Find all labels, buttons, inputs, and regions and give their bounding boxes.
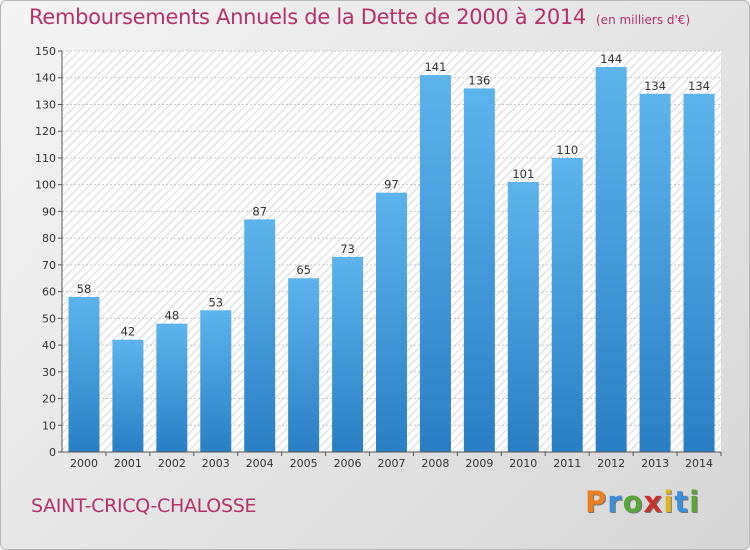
logo-letter: x [643, 485, 664, 519]
value-label-2001: 42 [121, 325, 136, 339]
chart-title-text: Remboursements Annuels de la Dette de 20… [29, 5, 586, 29]
x-tick-label-2000: 2000 [70, 457, 98, 470]
x-tick-label-2008: 2008 [421, 457, 449, 470]
value-label-2014: 134 [688, 79, 710, 93]
value-label-2003: 53 [208, 295, 223, 309]
x-tick-label-2010: 2010 [509, 457, 537, 470]
bar-2003 [200, 310, 232, 452]
y-tick-label: 90 [42, 205, 56, 218]
bar-2010 [507, 181, 539, 452]
logo-letter: P [585, 485, 608, 519]
value-label-2013: 134 [644, 79, 666, 93]
y-tick-label: 50 [42, 312, 56, 325]
bar-2000 [68, 296, 100, 452]
x-tick-label-2006: 2006 [334, 457, 362, 470]
x-tick-label-2002: 2002 [158, 457, 186, 470]
y-tick-label: 80 [42, 232, 56, 245]
bar-2009 [463, 88, 495, 452]
logo-letter: o [622, 485, 644, 519]
value-label-2002: 48 [165, 309, 180, 323]
y-tick-label: 100 [35, 179, 56, 192]
bar-2007 [376, 192, 407, 453]
bar-2005 [288, 278, 320, 452]
bar-2011 [551, 157, 583, 452]
x-tick-label-2014: 2014 [685, 457, 713, 470]
bar-2001 [112, 339, 144, 452]
y-tick-label: 140 [35, 72, 56, 85]
value-label-2012: 144 [600, 52, 622, 66]
y-tick-label: 40 [42, 339, 56, 352]
x-tick-label-2013: 2013 [641, 457, 669, 470]
chart-unit-label: (en milliers d'€) [596, 13, 691, 27]
y-tick-label: 110 [35, 152, 56, 165]
proxiti-logo: Proxiti [585, 485, 700, 519]
x-tick-label-2012: 2012 [597, 457, 625, 470]
logo-letter: i [663, 485, 675, 519]
bar-2008 [419, 75, 451, 452]
y-tick-label: 120 [35, 125, 56, 138]
value-label-2007: 97 [384, 178, 399, 192]
logo-letter: i [689, 485, 701, 519]
x-tick-label-2003: 2003 [202, 457, 230, 470]
x-tick-label-2009: 2009 [465, 457, 493, 470]
value-label-2011: 110 [556, 143, 578, 157]
x-tick-label-2011: 2011 [553, 457, 581, 470]
logo-letter: t [674, 485, 690, 519]
value-label-2006: 73 [340, 242, 355, 256]
y-tick-label: 150 [35, 45, 56, 58]
chart-title: Remboursements Annuels de la Dette de 20… [29, 5, 690, 29]
bar-2006 [332, 256, 364, 452]
y-tick-label: 60 [42, 286, 56, 299]
y-tick-label: 30 [42, 366, 56, 379]
bar-2012 [595, 67, 627, 452]
bar-2014 [683, 93, 715, 453]
x-tick-label-2004: 2004 [246, 457, 274, 470]
value-label-2005: 65 [296, 263, 311, 277]
y-tick-label: 0 [49, 446, 56, 459]
value-label-2000: 58 [77, 282, 92, 296]
y-tick-label: 10 [42, 419, 56, 432]
y-tick-label: 70 [42, 259, 56, 272]
x-tick-label-2005: 2005 [290, 457, 318, 470]
value-label-2010: 101 [512, 167, 534, 181]
y-tick-label: 130 [35, 98, 56, 111]
y-tick-label: 20 [42, 393, 56, 406]
bar-2013 [639, 93, 671, 453]
bar-2004 [244, 219, 276, 452]
value-label-2008: 141 [424, 60, 446, 74]
x-tick-label-2007: 2007 [378, 457, 406, 470]
commune-name: SAINT-CRICQ-CHALOSSE [31, 495, 257, 517]
logo-letter: r [607, 485, 623, 519]
bar-2002 [156, 323, 188, 452]
value-label-2009: 136 [468, 73, 490, 87]
x-tick-label-2001: 2001 [114, 457, 142, 470]
value-label-2004: 87 [252, 204, 267, 218]
